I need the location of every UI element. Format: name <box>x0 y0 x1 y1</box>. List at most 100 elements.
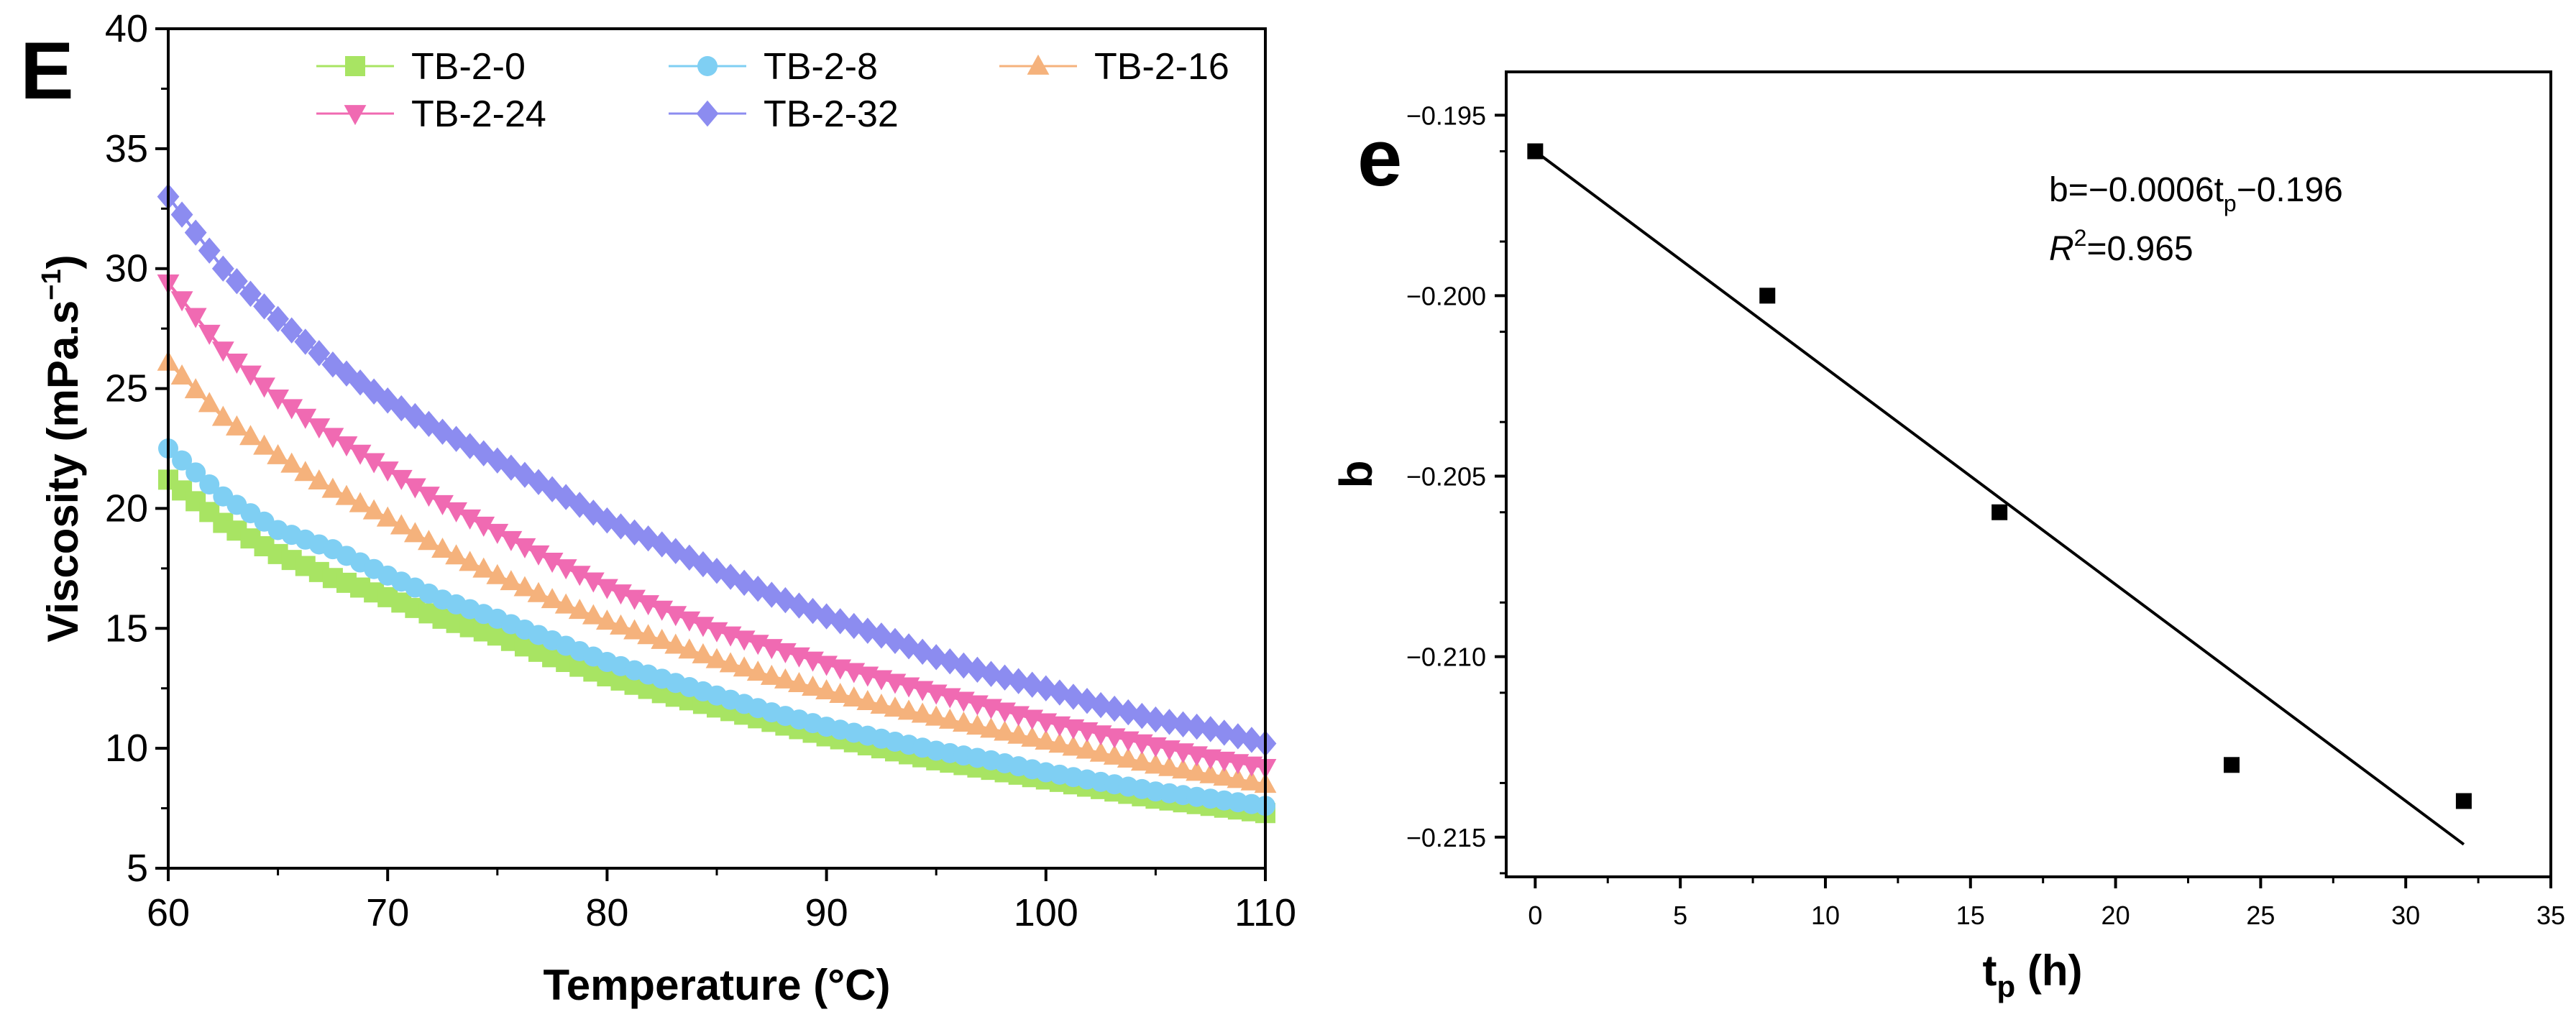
right-axis-ticks <box>1495 114 2552 888</box>
data-point <box>418 530 440 551</box>
data-point <box>980 717 1002 738</box>
data-point <box>239 280 262 307</box>
data-point <box>321 428 344 448</box>
legend-label: TB-2-0 <box>411 46 526 88</box>
left-x-tick-label: 60 <box>147 891 190 934</box>
data-point <box>774 668 797 689</box>
data-point <box>170 201 193 228</box>
data-point <box>610 614 632 635</box>
series-tb-2-8 <box>158 438 1276 816</box>
left-x-tick-label: 100 <box>1014 891 1078 934</box>
fit-equation-subscript: p <box>2224 190 2237 216</box>
left-tick-labels: 60 70 80 90 100 110 5 10 15 20 25 30 35 40 <box>105 7 1296 934</box>
data-point <box>856 689 879 710</box>
data-point <box>170 291 193 312</box>
data-point <box>705 557 728 584</box>
legend-marker <box>696 100 719 127</box>
data-point <box>802 675 824 696</box>
right-x-tick-label: 5 <box>1673 901 1687 930</box>
data-point <box>623 619 646 640</box>
data-point <box>362 378 385 405</box>
left-y-tick-label: 35 <box>105 127 148 170</box>
legend-label: TB-2-32 <box>764 93 899 135</box>
data-point <box>198 237 221 264</box>
data-point <box>746 576 769 602</box>
data-point <box>362 453 385 474</box>
data-point <box>211 405 234 426</box>
scatter-point <box>1527 143 1544 160</box>
data-point <box>459 551 482 571</box>
fit-equation-intercept: −0.196 <box>2237 171 2343 209</box>
right-x-axis-title-subscript: p <box>1997 970 2016 1003</box>
data-point <box>294 328 317 355</box>
data-point <box>267 443 289 464</box>
data-point <box>788 671 810 692</box>
data-point <box>253 434 275 455</box>
left-legend: TB-2-0 TB-2-8 TB-2-16 TB-2-24 TB-2-32 <box>316 46 1229 135</box>
data-point <box>925 644 948 671</box>
data-point <box>815 678 838 699</box>
data-point <box>554 593 577 614</box>
data-point <box>705 648 728 668</box>
data-point <box>678 611 701 632</box>
data-point <box>527 581 550 602</box>
data-point <box>692 551 715 578</box>
data-point <box>1035 675 1058 701</box>
data-point <box>362 499 385 520</box>
data-point <box>376 461 399 482</box>
data-point <box>651 628 674 649</box>
data-point <box>445 544 467 565</box>
data-point <box>472 440 495 466</box>
data-point <box>1172 711 1194 737</box>
data-point <box>418 487 440 507</box>
legend-item-tb-2-0: TB-2-0 <box>316 46 526 88</box>
left-series-group <box>157 183 1277 824</box>
data-point <box>239 425 262 446</box>
data-point <box>431 538 454 558</box>
data-point <box>884 696 907 717</box>
right-x-tick-label: 15 <box>1956 901 1985 930</box>
data-point <box>403 478 426 499</box>
data-point <box>335 436 358 457</box>
data-point <box>403 402 426 430</box>
data-point <box>1130 702 1153 730</box>
data-point <box>486 563 509 584</box>
data-point <box>952 652 975 679</box>
right-y-tick-label: −0.205 <box>1406 462 1486 492</box>
left-y-axis-title-exponent: −1 <box>37 269 67 300</box>
left-y-axis-title-close: ) <box>39 254 87 269</box>
data-point <box>1076 738 1099 759</box>
data-point <box>582 572 605 593</box>
data-point <box>170 364 193 385</box>
left-x-tick-label: 70 <box>366 891 409 934</box>
data-point <box>568 599 591 620</box>
legend-label: TB-2-24 <box>411 93 546 135</box>
data-point <box>198 392 221 413</box>
data-point <box>184 219 207 246</box>
data-point <box>994 664 1016 691</box>
data-point <box>952 712 975 732</box>
data-point <box>280 452 303 473</box>
series-line-tb-2-0 <box>167 478 1266 815</box>
left-y-tick-label: 30 <box>105 247 148 290</box>
data-point <box>1213 765 1236 786</box>
data-point <box>308 469 331 489</box>
data-point <box>225 268 248 295</box>
data-point <box>294 408 317 429</box>
left-y-tick-label: 40 <box>105 7 148 50</box>
data-point <box>308 418 331 439</box>
data-point <box>1007 723 1030 744</box>
fit-equation: b=−0.0006tp−0.196 <box>2049 171 2343 216</box>
right-y-tick-label: −0.210 <box>1406 643 1486 672</box>
data-point <box>1145 706 1167 733</box>
data-point <box>349 444 372 465</box>
data-point <box>1035 730 1058 750</box>
data-point <box>884 627 907 655</box>
data-point <box>513 538 536 558</box>
data-point <box>500 530 523 551</box>
right-x-tick-label: 35 <box>2536 901 2565 930</box>
data-point <box>1227 768 1250 788</box>
right-y-tick-label: −0.195 <box>1406 101 1486 130</box>
data-point <box>267 390 289 410</box>
left-x-tick-label: 110 <box>1234 891 1296 934</box>
